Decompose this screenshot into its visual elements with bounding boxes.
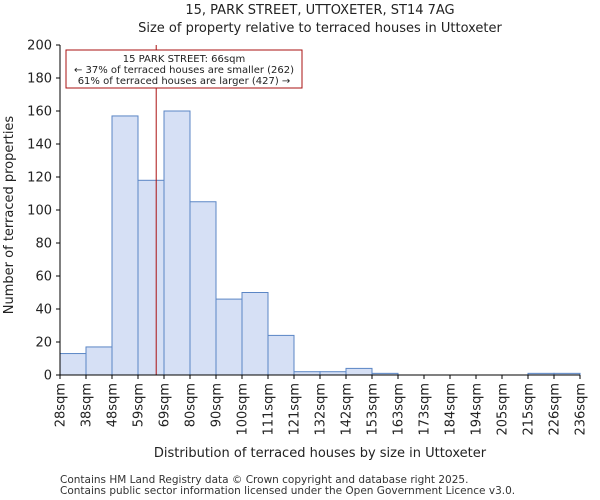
x-tick-label: 121sqm: [288, 383, 303, 436]
x-tick-label: 59sqm: [132, 383, 147, 427]
y-tick-label: 200: [27, 39, 52, 54]
y-tick-label: 160: [27, 105, 52, 120]
x-tick-label: 132sqm: [314, 383, 329, 436]
histogram-bar: [59, 353, 87, 376]
histogram-bar: [189, 201, 217, 376]
y-tick-label: 120: [27, 171, 52, 186]
annotation-text-1: 15 PARK STREET: 66sqm: [123, 54, 245, 65]
histogram-bar: [163, 110, 191, 376]
y-tick-label: 40: [35, 303, 52, 318]
x-tick-label: 226sqm: [548, 383, 563, 436]
x-tick-label: 90sqm: [210, 383, 225, 427]
y-tick-label: 100: [27, 204, 52, 219]
x-tick-label: 236sqm: [574, 383, 589, 436]
x-tick-label: 184sqm: [444, 383, 459, 436]
footer-line1: Contains HM Land Registry data © Crown c…: [60, 474, 468, 486]
y-tick-label: 20: [35, 336, 52, 351]
y-tick-label: 140: [27, 138, 52, 153]
chart-title-line1: 15, PARK STREET, UTTOXETER, ST14 7AG: [185, 3, 454, 18]
x-tick-label: 173sqm: [418, 383, 433, 436]
x-tick-label: 48sqm: [106, 383, 121, 427]
x-tick-label: 80sqm: [184, 383, 199, 427]
x-tick-label: 38sqm: [80, 383, 95, 427]
y-tick-label: 0: [44, 369, 52, 384]
x-axis-title: Distribution of terraced houses by size …: [154, 446, 487, 461]
x-tick-label: 205sqm: [496, 383, 511, 436]
x-tick-label: 28sqm: [54, 383, 69, 427]
x-tick-label: 194sqm: [470, 383, 485, 436]
histogram-bar: [267, 334, 295, 376]
y-tick-label: 180: [27, 72, 52, 87]
annotation-text-3: 61% of terraced houses are larger (427) …: [78, 76, 291, 87]
histogram-bar: [137, 179, 165, 376]
histogram-bar: [215, 298, 243, 376]
chart-title-line2: Size of property relative to terraced ho…: [138, 21, 502, 36]
x-tick-label: 215sqm: [522, 383, 537, 436]
annotation-text-2: ← 37% of terraced houses are smaller (26…: [74, 65, 294, 76]
histogram-bar: [111, 115, 139, 376]
footer-line2: Contains public sector information licen…: [60, 485, 515, 497]
y-axis-title: Number of terraced properties: [2, 116, 17, 315]
x-tick-label: 163sqm: [392, 383, 407, 436]
y-tick-label: 80: [35, 237, 52, 252]
x-tick-label: 111sqm: [262, 383, 277, 436]
x-tick-label: 153sqm: [366, 383, 381, 436]
y-tick-label: 60: [35, 270, 52, 285]
histogram-bar: [85, 346, 113, 376]
histogram-bar: [345, 367, 373, 376]
x-tick-label: 69sqm: [158, 383, 173, 427]
annotation-box: [65, 49, 303, 89]
x-tick-label: 142sqm: [340, 383, 355, 436]
histogram-bar: [241, 292, 269, 376]
x-tick-label: 100sqm: [236, 383, 251, 436]
